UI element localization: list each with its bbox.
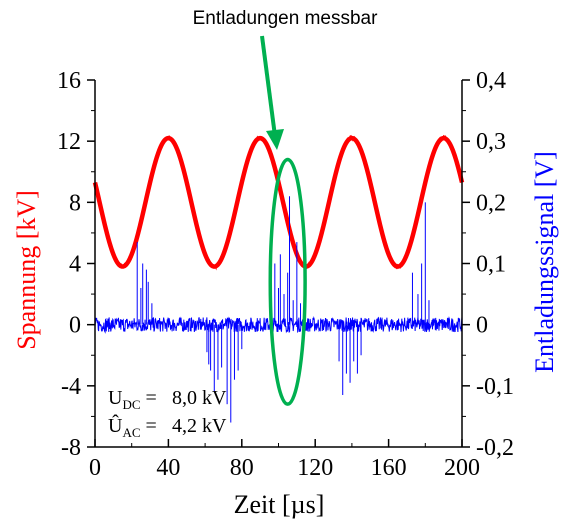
y-right-tick-label: 0,1 (476, 252, 506, 278)
y-right-tick-label: -0,2 (476, 435, 514, 461)
y-left-tick-label: 0 (69, 313, 81, 339)
voltage-line (92, 135, 465, 269)
param-uac-value: 4,2 kV (172, 415, 227, 437)
x-tick-label: 0 (89, 455, 101, 481)
x-tick-label: 40 (156, 455, 180, 481)
x-tick-label: 200 (444, 455, 480, 481)
y-right-tick-label: -0,1 (476, 374, 514, 400)
y-axis-right-label: Entladungssignal [V] (530, 151, 559, 373)
y-left-tick-label: -4 (61, 374, 81, 400)
y-right-tick-label: 0,2 (476, 190, 506, 216)
param-udc: UDC = 8,0 kV (108, 387, 227, 412)
y-right-tick-label: 0 (476, 313, 488, 339)
y-left-tick-label: 4 (69, 252, 81, 278)
ticks: 0 40 80 120 160 200 -8 -4 0 4 8 12 16 -0,2 -0,1 0 0,1 0,2… (57, 68, 514, 481)
annotation-text: Entladungen messbar (193, 8, 379, 29)
param-udc-sub: DC (122, 397, 140, 412)
param-uac: ÛAC = 4,2 kV (108, 413, 227, 440)
y-left-tick-label: 16 (57, 68, 81, 94)
y-left-tick-label: -8 (61, 435, 81, 461)
highlight-region (268, 157, 307, 406)
x-tick-label: 160 (371, 455, 407, 481)
highlight-ellipse (268, 157, 307, 406)
y-right-tick-label: 0,3 (476, 129, 506, 155)
voltage-series (92, 134, 465, 271)
annotation-arrow-shaft (260, 35, 277, 137)
x-tick-label: 80 (230, 455, 254, 481)
param-udc-value: 8,0 kV (172, 387, 227, 409)
x-tick-label: 120 (297, 455, 333, 481)
y-axis-left-label: Spannung [kV] (12, 190, 41, 350)
param-uac-sub: AC (122, 425, 140, 440)
discharge-series (94, 196, 463, 423)
y-left-tick-label: 12 (57, 129, 81, 155)
param-uac-symbol: Û (108, 413, 123, 437)
param-udc-symbol: U (108, 387, 123, 409)
y-left-tick-label: 8 (69, 190, 81, 216)
parameter-box: UDC = 8,0 kV ÛAC = 4,2 kV (108, 387, 227, 440)
y-right-tick-label: 0,4 (476, 68, 506, 94)
annotation-arrow-head (266, 129, 284, 150)
x-axis-label: Zeit [µs] (234, 490, 325, 519)
